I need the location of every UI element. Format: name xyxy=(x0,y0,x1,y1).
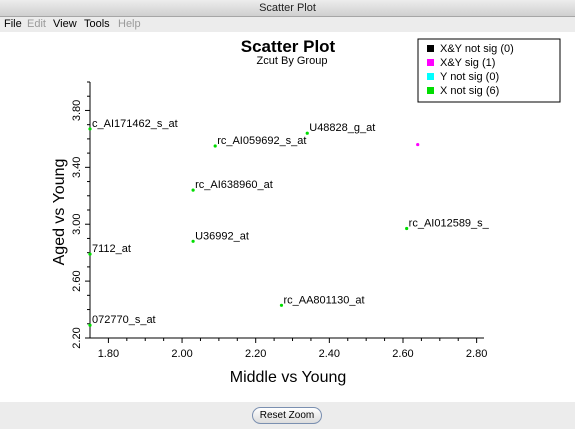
data-point[interactable] xyxy=(88,127,92,131)
x-tick-label: 2.40 xyxy=(319,348,340,360)
menu-file[interactable]: File xyxy=(4,18,22,30)
plot-panel[interactable]: Scatter Plot Zcut By Group X&Y not sig (… xyxy=(0,32,575,402)
data-points: c_AI171462_s_at rc_AI059692_s_atU48828_g_… xyxy=(88,118,490,327)
point-label: 072770_s_at xyxy=(92,314,156,326)
point-label: rc_AI012589_s_ xyxy=(409,217,490,229)
x-tick-label: 2.00 xyxy=(171,348,192,360)
point-label: 7112_at xyxy=(92,243,131,255)
point-label: rc_AI059692_s_at xyxy=(217,135,306,147)
data-point[interactable] xyxy=(279,303,284,307)
y-tick-label: 3.40 xyxy=(71,157,83,178)
menu-help[interactable]: Help xyxy=(118,18,141,30)
y-tick-label: 3.00 xyxy=(71,214,83,235)
data-point[interactable] xyxy=(416,142,420,147)
y-axis-label: Aged vs Young xyxy=(51,159,68,266)
data-point[interactable] xyxy=(405,226,409,231)
data-point[interactable] xyxy=(213,144,217,148)
legend-label: X not sig (6) xyxy=(440,85,499,97)
x-axis-label: Middle vs Young xyxy=(230,369,347,386)
legend-label: Y not sig (0) xyxy=(440,71,499,83)
reset-zoom-button[interactable]: Reset Zoom xyxy=(252,407,322,424)
data-point[interactable] xyxy=(305,131,309,135)
bottom-bar: Reset Zoom xyxy=(0,402,575,429)
x-tick-label: 1.80 xyxy=(98,348,119,360)
menu-edit[interactable]: Edit xyxy=(27,18,46,30)
axes: 1.80 2.00 2.20 2.40 2.60 2.80 2.20 2.60 3.00 3.40… xyxy=(71,81,487,360)
menu-view[interactable]: View xyxy=(53,18,77,30)
scatter-chart[interactable]: Scatter Plot Zcut By Group X&Y not sig (… xyxy=(0,32,575,402)
y-tick-label: 2.20 xyxy=(71,327,83,348)
point-label: U48828_g_at xyxy=(309,122,375,134)
data-point[interactable] xyxy=(88,252,92,256)
point-label: rc_AI638960_at xyxy=(195,179,273,191)
legend-label: X&Y not sig (0) xyxy=(440,43,514,55)
data-point[interactable] xyxy=(191,239,195,243)
legend-box xyxy=(417,38,561,103)
y-tick-label: 3.80 xyxy=(71,100,83,121)
menu-tools[interactable]: Tools xyxy=(84,18,110,30)
point-label: c_AI171462_s_at xyxy=(92,118,178,130)
window-title: Scatter Plot xyxy=(0,0,575,17)
x-tick-label: 2.60 xyxy=(392,348,413,360)
y-tick-label: 2.60 xyxy=(71,270,83,291)
legend-swatch xyxy=(427,45,434,52)
chart-subtitle: Zcut By Group xyxy=(257,55,328,67)
menu-bar: File Edit View Tools Help xyxy=(0,17,575,32)
legend: X&Y not sig (0) X&Y sig (1) Y not sig (0) X… xyxy=(417,38,561,103)
data-point[interactable] xyxy=(191,188,195,192)
point-label: rc_AA801130_at xyxy=(283,294,364,306)
legend-swatch xyxy=(427,73,434,80)
legend-swatch xyxy=(427,59,434,66)
chart-title: Scatter Plot xyxy=(241,37,336,56)
point-label: U36992_at xyxy=(195,230,249,242)
legend-swatch xyxy=(427,87,434,94)
x-tick-label: 2.80 xyxy=(466,348,487,360)
x-tick-label: 2.20 xyxy=(245,348,266,360)
legend-label: X&Y sig (1) xyxy=(440,57,495,69)
data-point[interactable] xyxy=(88,323,92,327)
